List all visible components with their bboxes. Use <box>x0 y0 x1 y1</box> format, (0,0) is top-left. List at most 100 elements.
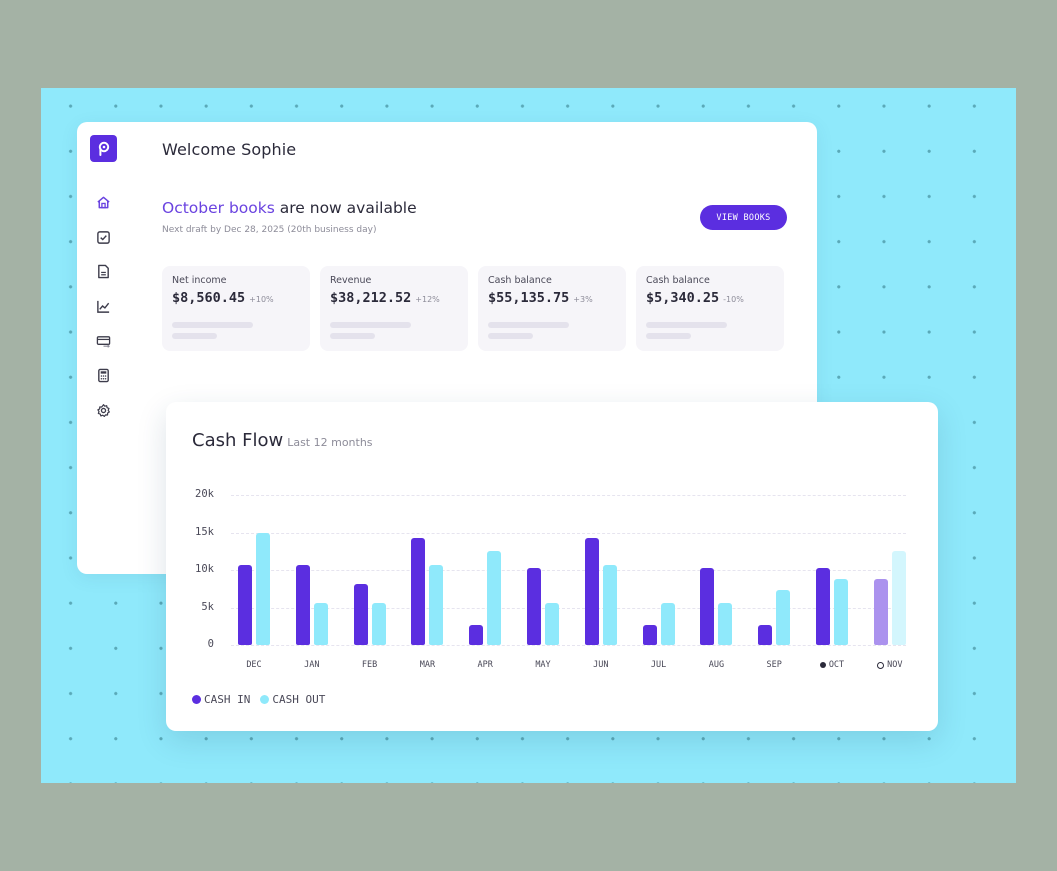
card-transfer-icon <box>96 336 111 348</box>
x-axis-label: NOV <box>865 660 915 670</box>
metric-value: $5,340.25 <box>646 290 720 306</box>
calculator-icon <box>98 368 109 383</box>
bar-cash-in-apr[interactable] <box>469 624 484 645</box>
bar-cash-out-mar[interactable] <box>429 564 444 645</box>
placeholder-bar <box>330 333 375 339</box>
metric-value: $38,212.52 <box>330 290 412 306</box>
line-chart-icon <box>97 300 110 313</box>
y-axis-tick: 0 <box>207 638 214 650</box>
x-axis-label: JAN <box>304 660 320 670</box>
placeholder-bar <box>172 333 217 339</box>
checkbox-icon <box>97 231 110 244</box>
sidebar-item-reports[interactable] <box>95 298 112 315</box>
placeholder-bar <box>172 322 253 328</box>
sidebar-item-settings[interactable] <box>95 402 112 419</box>
banner-accent-text: October books <box>162 199 275 217</box>
metric-card-cash-balance-2[interactable]: Cash balance $5,340.25 -10% <box>636 266 784 351</box>
legend-swatch-icon <box>260 695 270 704</box>
bar-cash-out-sep[interactable] <box>776 590 791 645</box>
x-axis-label: JUN <box>593 660 609 670</box>
metric-cards: Net income $8,560.45 +10% Revenue $38,21… <box>162 266 784 351</box>
bar-cash-in-nov[interactable] <box>873 579 888 645</box>
gridline <box>231 607 906 609</box>
placeholder-bar <box>488 333 533 339</box>
x-axis-label: AUG <box>708 660 725 670</box>
placeholder-bar <box>488 322 569 328</box>
x-axis-label: MAR <box>419 660 436 670</box>
metric-value: $8,560.45 <box>172 290 246 306</box>
y-axis-tick: 15k <box>195 525 214 538</box>
bar-cash-out-apr[interactable] <box>487 551 502 645</box>
bar-cash-in-dec[interactable] <box>238 564 252 645</box>
sidebar-item-documents[interactable] <box>95 263 112 280</box>
view-books-button[interactable]: VIEW BOOKS <box>700 205 787 230</box>
document-icon <box>98 264 109 279</box>
y-axis-tick: 20k <box>195 488 214 500</box>
gear-icon <box>97 404 110 418</box>
chart-title-text: Cash Flow <box>192 430 284 451</box>
x-axis-label: APR <box>477 660 493 670</box>
x-axis-label: FEB <box>361 660 378 670</box>
metric-card-net-income[interactable]: Net income $8,560.45 +10% <box>162 266 310 351</box>
bar-cash-in-oct[interactable] <box>816 567 830 645</box>
x-axis-label: SEP <box>766 660 782 670</box>
bar-cash-in-may[interactable] <box>527 567 541 645</box>
chart-title: Cash Flow Last 12 months <box>192 430 373 451</box>
banner-subtitle: Next draft by Dec 28, 2025 (20th busines… <box>162 225 377 235</box>
x-axis-label: DEC <box>246 660 262 670</box>
bar-cash-in-mar[interactable] <box>411 537 426 645</box>
bar-cash-in-jun[interactable] <box>584 537 599 645</box>
welcome-heading: Welcome Sophie <box>162 140 297 159</box>
sidebar-item-tasks[interactable] <box>95 229 112 246</box>
legend-swatch-icon <box>192 695 201 704</box>
books-banner-title: October books are now available <box>162 199 417 217</box>
metric-card-revenue[interactable]: Revenue $38,212.52 +12% <box>320 266 468 351</box>
y-axis-tick: 5k <box>201 600 214 613</box>
x-axis-label: MAY <box>535 660 551 670</box>
gridline <box>231 532 906 534</box>
home-icon <box>97 196 110 209</box>
bar-cash-out-oct[interactable] <box>834 579 848 645</box>
x-axis-label: OCT <box>807 660 857 670</box>
bar-cash-in-aug[interactable] <box>700 567 715 645</box>
projected-month-ring-icon <box>877 661 885 669</box>
bar-cash-in-jul[interactable] <box>642 624 657 645</box>
metric-label: Cash balance <box>488 275 552 286</box>
bar-cash-out-feb[interactable] <box>371 603 386 645</box>
bar-cash-in-sep[interactable] <box>758 624 773 645</box>
bar-cash-out-dec[interactable] <box>256 532 270 645</box>
placeholder-bar <box>330 322 411 328</box>
bar-cash-out-jul[interactable] <box>660 603 675 645</box>
placeholder-bar <box>646 322 727 328</box>
current-month-dot-icon <box>819 662 826 668</box>
placeholder-bar <box>646 333 691 339</box>
sidebar-item-payments[interactable] <box>95 333 112 350</box>
legend-label: CASH OUT <box>272 693 326 706</box>
bar-cash-out-jan[interactable] <box>313 603 328 645</box>
bar-cash-in-feb[interactable] <box>353 584 368 645</box>
cash-flow-card: Cash Flow Last 12 months CASH IN CASH OUT… <box>166 402 938 731</box>
metric-delta: +3% <box>573 295 593 304</box>
bar-cash-in-jan[interactable] <box>295 564 310 645</box>
y-axis-tick: 10k <box>195 563 214 575</box>
x-axis-label: JUL <box>650 660 667 670</box>
sidebar-item-calculator[interactable] <box>95 367 112 384</box>
bar-cash-out-nov[interactable] <box>891 551 906 645</box>
legend-item-cash-in[interactable]: CASH IN <box>192 693 250 706</box>
metric-label: Cash balance <box>646 275 710 286</box>
app-logo[interactable] <box>90 135 117 162</box>
sidebar-item-home[interactable] <box>95 194 112 211</box>
metric-card-cash-balance[interactable]: Cash balance $55,135.75 +3% <box>478 266 626 351</box>
bar-cash-out-jun[interactable] <box>602 564 617 645</box>
banner-title-text: are now available <box>274 199 417 217</box>
metric-delta: +12% <box>415 295 440 304</box>
bar-cash-out-may[interactable] <box>545 603 559 645</box>
logo-p-icon <box>98 141 109 156</box>
legend-label: CASH IN <box>204 693 251 706</box>
metric-value: $55,135.75 <box>488 290 570 306</box>
legend-item-cash-out[interactable]: CASH OUT <box>260 693 325 706</box>
metric-label: Revenue <box>330 275 372 286</box>
metric-label: Net income <box>172 275 227 286</box>
gridline <box>231 495 906 496</box>
bar-cash-out-aug[interactable] <box>718 603 733 645</box>
